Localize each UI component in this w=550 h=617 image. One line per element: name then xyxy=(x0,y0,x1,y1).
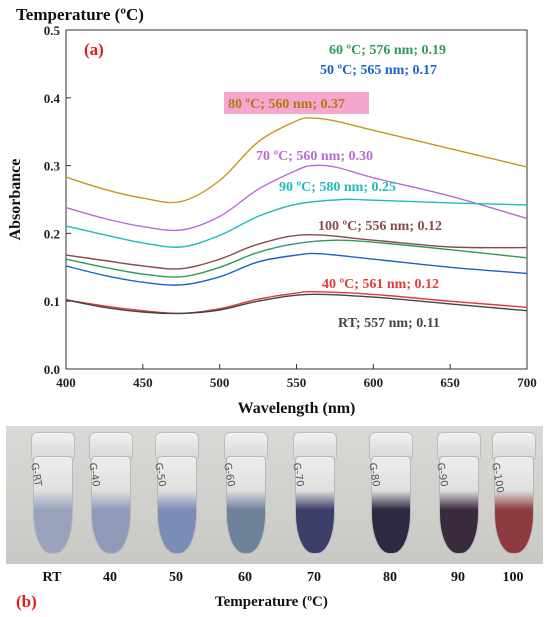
peak-annotation: 60 ºC; 576 nm; 0.19 xyxy=(329,43,446,58)
tube-temperature-label: 60 xyxy=(238,570,252,585)
y-axis: 0.0 0.1 0.2 0.3 0.4 0.5 xyxy=(44,23,71,377)
tube-liquid xyxy=(494,456,534,554)
absorbance-chart: Temperature (ºC) (a) 0.00.10.20.30.40.5 … xyxy=(7,5,537,417)
tube-temperature-label: 70 xyxy=(307,570,321,585)
peak-annotation: 100 ºC; 556 nm; 0.12 xyxy=(318,219,442,234)
x-tick-label: 400 xyxy=(56,375,76,390)
y-tick-label: 0.1 xyxy=(44,294,60,309)
tube-liquid xyxy=(226,456,266,554)
chart-title: Temperature (ºC) xyxy=(16,5,144,24)
x-tick-label: 450 xyxy=(133,375,153,390)
plot-frame xyxy=(65,29,528,370)
sample-tube: G-70 xyxy=(285,432,343,560)
x-tick-label: 600 xyxy=(364,375,384,390)
y-tick-label: 0.0 xyxy=(44,362,60,377)
x-tick-label: 650 xyxy=(440,375,460,390)
series-line xyxy=(65,293,528,315)
tube-cap xyxy=(89,432,133,460)
tube-temperature-label: RT xyxy=(42,570,62,585)
annotation-highlight xyxy=(224,92,369,114)
y-tick-label: 0.2 xyxy=(44,226,60,241)
tube-temperature-label: 40 xyxy=(103,570,117,585)
sample-tube: G-100 xyxy=(484,432,542,560)
series-line xyxy=(65,234,528,270)
tube-liquid xyxy=(33,456,73,554)
tube-cap xyxy=(369,432,413,460)
series-line xyxy=(65,239,528,278)
sample-tube: G-60 xyxy=(216,432,274,560)
series-line xyxy=(65,252,528,286)
photo-caption: Temperature (ºC) xyxy=(215,594,328,610)
peak-annotation: 40 ºC; 561 nm; 0.12 xyxy=(322,277,439,292)
panel-label-a: (a) xyxy=(84,40,104,59)
sample-tube: G-80 xyxy=(361,432,419,560)
x-axis: 400 450 500 550 600 650 700 xyxy=(56,364,537,390)
y-tick-label: 0.5 xyxy=(44,23,61,38)
tube-cap xyxy=(224,432,268,460)
sample-tube: G-90 xyxy=(429,432,487,560)
tube-photo: G-RT G-40 G-50 G-60 G-70 G-80 G-90 G-100 xyxy=(6,426,543,564)
x-tick-label: 550 xyxy=(287,375,307,390)
y-axis-label: Absorbance xyxy=(7,159,24,241)
sample-tube: G-40 xyxy=(81,432,139,560)
tube-temperature-label: 80 xyxy=(383,570,397,585)
tube-temperature-label: 50 xyxy=(169,570,183,585)
y-tick-label: 0.4 xyxy=(44,91,61,106)
peak-annotation: 70 ºC; 560 nm; 0.30 xyxy=(256,149,373,164)
peak-annotation: 50 ºC; 565 nm; 0.17 xyxy=(320,63,437,78)
peak-annotation: 80 ºC; 560 nm; 0.37 xyxy=(228,97,345,112)
tube-temperature-label: 90 xyxy=(451,570,465,585)
tube-cap xyxy=(155,432,199,460)
peak-annotation: RT; 557 nm; 0.11 xyxy=(338,316,440,331)
y-tick-label: 0.3 xyxy=(44,159,61,174)
series-line xyxy=(65,164,528,232)
tube-liquid xyxy=(295,456,335,554)
x-tick-label: 500 xyxy=(210,375,230,390)
tube-liquid xyxy=(157,456,197,554)
x-tick-label: 700 xyxy=(517,375,537,390)
panel-label-b: (b) xyxy=(16,592,37,611)
tube-liquid xyxy=(371,456,411,554)
tube-liquid xyxy=(439,456,479,554)
series-line xyxy=(65,290,528,315)
annotation-layer: 60 ºC; 576 nm; 0.19 50 ºC; 565 nm; 0.17 80… xyxy=(224,43,446,331)
peak-annotation: 90 ºC; 580 nm; 0.25 xyxy=(279,180,396,195)
x-axis-label: Wavelength (nm) xyxy=(238,400,356,417)
tube-temperature-label: 100 xyxy=(502,570,524,585)
series-line xyxy=(65,117,528,204)
sample-tube: G-RT xyxy=(23,432,81,560)
sample-tube: G-50 xyxy=(147,432,205,560)
tube-liquid xyxy=(91,456,131,554)
series-line xyxy=(65,198,528,248)
series-layer xyxy=(65,117,528,315)
